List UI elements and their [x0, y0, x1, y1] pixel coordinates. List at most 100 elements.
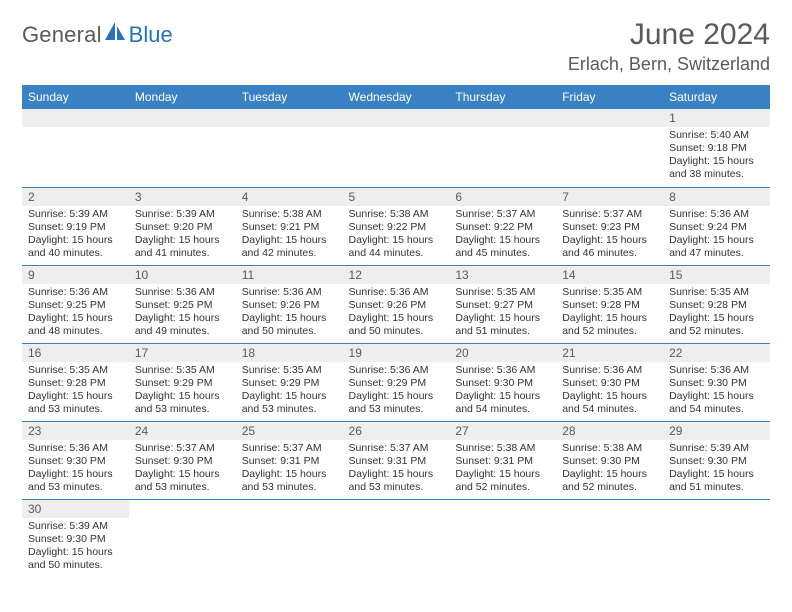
sunset-text: Sunset: 9:29 PM	[242, 377, 337, 390]
day-details: Sunrise: 5:38 AMSunset: 9:21 PMDaylight:…	[236, 206, 343, 265]
calendar-cell: 11Sunrise: 5:36 AMSunset: 9:26 PMDayligh…	[236, 265, 343, 343]
calendar-cell: 7Sunrise: 5:37 AMSunset: 9:23 PMDaylight…	[556, 187, 663, 265]
sunset-text: Sunset: 9:21 PM	[242, 221, 337, 234]
sunset-text: Sunset: 9:31 PM	[242, 455, 337, 468]
daylight-text: Daylight: 15 hours and 50 minutes.	[349, 312, 444, 338]
sunset-text: Sunset: 9:30 PM	[562, 455, 657, 468]
day-number	[449, 109, 556, 127]
sunrise-text: Sunrise: 5:39 AM	[28, 520, 123, 533]
day-details: Sunrise: 5:36 AMSunset: 9:25 PMDaylight:…	[129, 284, 236, 343]
day-number: 1	[663, 109, 770, 127]
day-details: Sunrise: 5:37 AMSunset: 9:30 PMDaylight:…	[129, 440, 236, 499]
day-details: Sunrise: 5:36 AMSunset: 9:30 PMDaylight:…	[556, 362, 663, 421]
day-details: Sunrise: 5:36 AMSunset: 9:24 PMDaylight:…	[663, 206, 770, 265]
daylight-text: Daylight: 15 hours and 50 minutes.	[242, 312, 337, 338]
day-number: 13	[449, 266, 556, 284]
daylight-text: Daylight: 15 hours and 38 minutes.	[669, 155, 764, 181]
day-number	[343, 500, 450, 518]
sunset-text: Sunset: 9:20 PM	[135, 221, 230, 234]
calendar-cell: 22Sunrise: 5:36 AMSunset: 9:30 PMDayligh…	[663, 343, 770, 421]
calendar-week-row: 1Sunrise: 5:40 AMSunset: 9:18 PMDaylight…	[22, 109, 770, 187]
calendar-cell: 14Sunrise: 5:35 AMSunset: 9:28 PMDayligh…	[556, 265, 663, 343]
sunrise-text: Sunrise: 5:38 AM	[349, 208, 444, 221]
day-number: 7	[556, 188, 663, 206]
sunset-text: Sunset: 9:30 PM	[28, 455, 123, 468]
sunrise-text: Sunrise: 5:37 AM	[455, 208, 550, 221]
calendar-cell	[22, 109, 129, 187]
sunset-text: Sunset: 9:29 PM	[135, 377, 230, 390]
daylight-text: Daylight: 15 hours and 53 minutes.	[135, 390, 230, 416]
sunrise-text: Sunrise: 5:35 AM	[242, 364, 337, 377]
sunset-text: Sunset: 9:29 PM	[349, 377, 444, 390]
sunset-text: Sunset: 9:26 PM	[349, 299, 444, 312]
sunrise-text: Sunrise: 5:36 AM	[28, 442, 123, 455]
day-details: Sunrise: 5:36 AMSunset: 9:30 PMDaylight:…	[449, 362, 556, 421]
sunrise-text: Sunrise: 5:37 AM	[242, 442, 337, 455]
day-number: 20	[449, 344, 556, 362]
day-details: Sunrise: 5:36 AMSunset: 9:26 PMDaylight:…	[343, 284, 450, 343]
sunrise-text: Sunrise: 5:38 AM	[562, 442, 657, 455]
logo: General Blue	[22, 22, 173, 48]
day-number: 4	[236, 188, 343, 206]
day-number: 21	[556, 344, 663, 362]
day-number: 12	[343, 266, 450, 284]
sunset-text: Sunset: 9:31 PM	[455, 455, 550, 468]
daylight-text: Daylight: 15 hours and 50 minutes.	[28, 546, 123, 572]
logo-text-blue: Blue	[129, 22, 173, 48]
sail-icon	[105, 22, 127, 48]
daylight-text: Daylight: 15 hours and 53 minutes.	[349, 468, 444, 494]
day-details: Sunrise: 5:35 AMSunset: 9:28 PMDaylight:…	[22, 362, 129, 421]
day-number: 6	[449, 188, 556, 206]
sunrise-text: Sunrise: 5:37 AM	[562, 208, 657, 221]
day-number: 15	[663, 266, 770, 284]
month-title: June 2024	[568, 18, 770, 52]
calendar-cell: 17Sunrise: 5:35 AMSunset: 9:29 PMDayligh…	[129, 343, 236, 421]
calendar-cell: 8Sunrise: 5:36 AMSunset: 9:24 PMDaylight…	[663, 187, 770, 265]
calendar-cell: 2Sunrise: 5:39 AMSunset: 9:19 PMDaylight…	[22, 187, 129, 265]
calendar-week-row: 30Sunrise: 5:39 AMSunset: 9:30 PMDayligh…	[22, 499, 770, 577]
day-number: 2	[22, 188, 129, 206]
sunset-text: Sunset: 9:30 PM	[455, 377, 550, 390]
sunrise-text: Sunrise: 5:36 AM	[28, 286, 123, 299]
calendar-table: Sunday Monday Tuesday Wednesday Thursday…	[22, 85, 770, 577]
daylight-text: Daylight: 15 hours and 42 minutes.	[242, 234, 337, 260]
calendar-week-row: 2Sunrise: 5:39 AMSunset: 9:19 PMDaylight…	[22, 187, 770, 265]
sunrise-text: Sunrise: 5:36 AM	[669, 364, 764, 377]
daylight-text: Daylight: 15 hours and 53 minutes.	[28, 468, 123, 494]
sunset-text: Sunset: 9:31 PM	[349, 455, 444, 468]
day-number	[556, 500, 663, 518]
sunset-text: Sunset: 9:30 PM	[669, 377, 764, 390]
location: Erlach, Bern, Switzerland	[568, 54, 770, 75]
day-details: Sunrise: 5:35 AMSunset: 9:28 PMDaylight:…	[663, 284, 770, 343]
sunset-text: Sunset: 9:19 PM	[28, 221, 123, 234]
day-details: Sunrise: 5:38 AMSunset: 9:31 PMDaylight:…	[449, 440, 556, 499]
calendar-cell	[236, 109, 343, 187]
calendar-cell	[663, 499, 770, 577]
daylight-text: Daylight: 15 hours and 51 minutes.	[669, 468, 764, 494]
calendar-cell	[449, 499, 556, 577]
calendar-cell	[343, 499, 450, 577]
calendar-cell: 15Sunrise: 5:35 AMSunset: 9:28 PMDayligh…	[663, 265, 770, 343]
calendar-cell	[449, 109, 556, 187]
sunrise-text: Sunrise: 5:39 AM	[28, 208, 123, 221]
day-details: Sunrise: 5:40 AMSunset: 9:18 PMDaylight:…	[663, 127, 770, 186]
day-number	[236, 109, 343, 127]
day-details: Sunrise: 5:35 AMSunset: 9:28 PMDaylight:…	[556, 284, 663, 343]
daylight-text: Daylight: 15 hours and 47 minutes.	[669, 234, 764, 260]
sunrise-text: Sunrise: 5:39 AM	[135, 208, 230, 221]
day-details: Sunrise: 5:35 AMSunset: 9:29 PMDaylight:…	[129, 362, 236, 421]
weekday-header: Monday	[129, 85, 236, 109]
sunset-text: Sunset: 9:25 PM	[135, 299, 230, 312]
sunrise-text: Sunrise: 5:39 AM	[669, 442, 764, 455]
logo-text-general: General	[22, 22, 102, 48]
daylight-text: Daylight: 15 hours and 48 minutes.	[28, 312, 123, 338]
calendar-cell: 16Sunrise: 5:35 AMSunset: 9:28 PMDayligh…	[22, 343, 129, 421]
day-number: 14	[556, 266, 663, 284]
weekday-header: Sunday	[22, 85, 129, 109]
day-number	[343, 109, 450, 127]
sunset-text: Sunset: 9:30 PM	[28, 533, 123, 546]
calendar-cell: 4Sunrise: 5:38 AMSunset: 9:21 PMDaylight…	[236, 187, 343, 265]
calendar-cell: 20Sunrise: 5:36 AMSunset: 9:30 PMDayligh…	[449, 343, 556, 421]
sunset-text: Sunset: 9:28 PM	[562, 299, 657, 312]
day-number: 8	[663, 188, 770, 206]
